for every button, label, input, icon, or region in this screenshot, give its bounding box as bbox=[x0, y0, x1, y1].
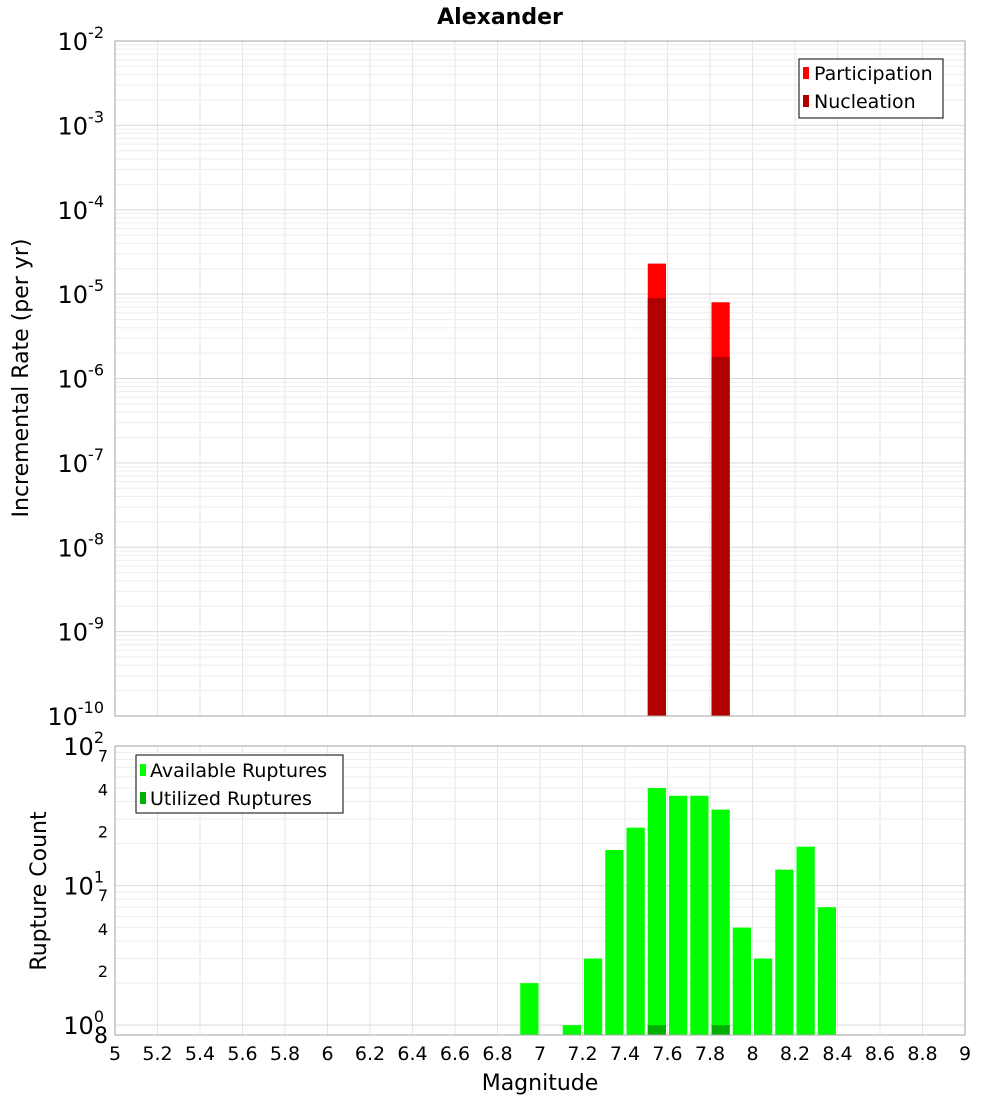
x-tick-label: 7 bbox=[534, 1043, 546, 1065]
nucleation-bar bbox=[647, 297, 666, 716]
x-tick-label: 7.8 bbox=[695, 1043, 725, 1065]
chart-title: Alexander bbox=[437, 5, 563, 30]
x-axis-label: Magnitude bbox=[482, 1071, 599, 1096]
x-tick-label: 8.2 bbox=[780, 1043, 810, 1065]
x-tick-label: 7.6 bbox=[652, 1043, 682, 1065]
bottom-legend: Available Ruptures Utilized Ruptures bbox=[135, 754, 344, 814]
top-y-tick-label: 10-9 bbox=[58, 614, 105, 647]
bottom-y-tick-label: 101 bbox=[63, 868, 104, 901]
x-tick-label: 6.2 bbox=[355, 1043, 385, 1065]
bottom-y-tick-extra: 8 bbox=[94, 1024, 108, 1049]
available-ruptures-bar bbox=[754, 958, 773, 1035]
x-tick-label: 8 bbox=[746, 1043, 758, 1065]
top-y-tick-label: 10-10 bbox=[47, 698, 104, 731]
legend-utilized-label: Utilized Ruptures bbox=[150, 788, 312, 810]
bottom-y-tick-label: 7 bbox=[98, 886, 108, 905]
bottom-legend-box bbox=[135, 754, 344, 814]
top-y-tick-label: 10-7 bbox=[58, 445, 105, 478]
x-tick-label: 8.4 bbox=[822, 1043, 852, 1065]
utilized-ruptures-bar bbox=[711, 1025, 730, 1035]
x-tick-label: 6 bbox=[321, 1043, 333, 1065]
top-y-tick-label: 10-3 bbox=[58, 107, 105, 140]
top-y-tick-labels: 10-10 10-9 10-8 10-7 10-6 10-5 10-4 10-3 10-2 bbox=[47, 23, 104, 731]
bottom-y-tick-label: 2 bbox=[98, 962, 108, 981]
bottom-y-tick-label: 4 bbox=[98, 781, 108, 800]
available-ruptures-bar bbox=[775, 869, 794, 1035]
legend-participation-label: Participation bbox=[814, 63, 933, 85]
legend-available-label: Available Ruptures bbox=[150, 760, 327, 782]
bottom-y-tick-label: 7 bbox=[98, 747, 108, 766]
top-bars bbox=[647, 263, 730, 716]
bottom-bars bbox=[520, 788, 836, 1035]
x-tick-label: 5.4 bbox=[185, 1043, 215, 1065]
available-ruptures-bar bbox=[520, 983, 539, 1035]
bottom-y-tick-label: 4 bbox=[98, 920, 108, 939]
legend-nucleation-swatch bbox=[803, 95, 809, 107]
legend-utilized-swatch bbox=[140, 792, 146, 804]
top-legend-box bbox=[798, 58, 944, 119]
x-tick-labels: 5 5.2 5.4 5.6 5.8 6 6.2 6.4 6.6 6.8 7 7.2 7.4 7.6 7.8 8… bbox=[109, 1043, 971, 1065]
available-ruptures-bar bbox=[626, 827, 645, 1035]
legend-nucleation-label: Nucleation bbox=[814, 91, 916, 113]
available-ruptures-bar bbox=[669, 795, 688, 1035]
x-tick-label: 7.4 bbox=[610, 1043, 640, 1065]
top-plot-frame bbox=[114, 40, 966, 717]
legend-participation-swatch bbox=[803, 67, 809, 79]
top-y-axis-label: Incremental Rate (per yr) bbox=[9, 239, 34, 518]
x-tick-label: 5.2 bbox=[142, 1043, 172, 1065]
available-ruptures-bar bbox=[605, 849, 624, 1035]
legend-available-swatch bbox=[140, 764, 146, 776]
x-tick-label: 9 bbox=[959, 1043, 971, 1065]
available-ruptures-bar bbox=[711, 809, 730, 1035]
bottom-y-axis-label: Rupture Count bbox=[27, 811, 52, 971]
available-ruptures-bar bbox=[647, 788, 666, 1035]
bottom-plot-frame bbox=[114, 745, 966, 1036]
bottom-y-tick-label: 100 bbox=[63, 1007, 104, 1040]
top-y-tick-label: 10-8 bbox=[58, 529, 105, 562]
available-ruptures-bar bbox=[562, 1025, 581, 1035]
available-ruptures-bar bbox=[690, 795, 709, 1035]
x-tick-label: 5 bbox=[109, 1043, 121, 1065]
x-tick-label: 7.2 bbox=[567, 1043, 597, 1065]
bottom-y-tick-label: 102 bbox=[63, 728, 104, 761]
x-tick-label: 8.8 bbox=[907, 1043, 937, 1065]
top-legend: Participation Nucleation bbox=[798, 58, 944, 119]
top-y-tick-label: 10-4 bbox=[58, 192, 105, 225]
top-y-tick-label: 10-2 bbox=[58, 23, 105, 56]
x-tick-label: 8.6 bbox=[865, 1043, 895, 1065]
x-tick-label: 6.6 bbox=[440, 1043, 470, 1065]
x-tick-label: 6.8 bbox=[482, 1043, 512, 1065]
top-y-tick-label: 10-5 bbox=[58, 276, 105, 309]
x-tick-label: 5.6 bbox=[227, 1043, 257, 1065]
x-tick-label: 6.4 bbox=[397, 1043, 427, 1065]
x-tick-label: 5.8 bbox=[270, 1043, 300, 1065]
available-ruptures-bar bbox=[584, 958, 603, 1035]
bottom-y-tick-label: 2 bbox=[98, 823, 108, 842]
available-ruptures-bar bbox=[732, 927, 751, 1035]
top-y-tick-label: 10-6 bbox=[58, 361, 105, 394]
available-ruptures-bar bbox=[796, 846, 815, 1035]
nucleation-bar bbox=[711, 356, 730, 716]
available-ruptures-bar bbox=[817, 907, 836, 1035]
utilized-ruptures-bar bbox=[647, 1025, 666, 1035]
top-grid bbox=[114, 41, 966, 717]
